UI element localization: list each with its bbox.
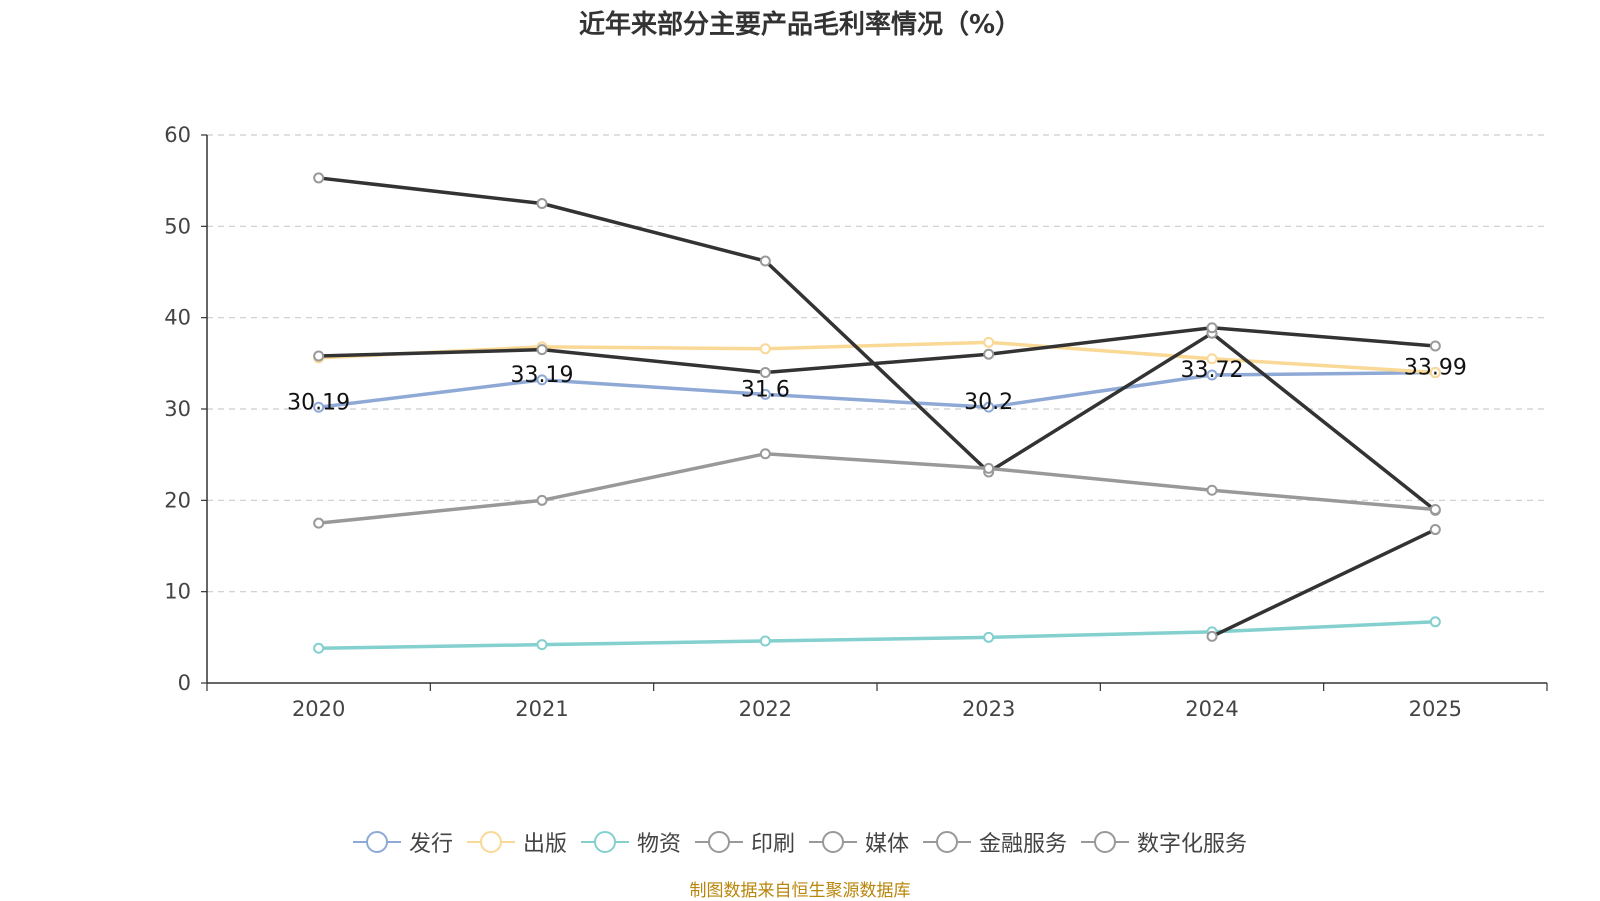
- data-point: [313, 401, 325, 413]
- series-4: [313, 448, 1441, 529]
- data-label: 33.72: [1181, 358, 1244, 383]
- data-point: [1206, 484, 1218, 496]
- x-tick-label: 2020: [292, 697, 345, 721]
- data-label: 31.6: [741, 377, 790, 402]
- data-point: [759, 448, 771, 460]
- series-line-2: [318, 620, 1436, 651]
- data-point: [983, 631, 995, 643]
- data-labels: 30.19 33.19 31.6 30.2 33.72 33.99: [287, 356, 1467, 416]
- series-line-3: [318, 176, 1437, 512]
- data-point: [1429, 366, 1441, 378]
- data-label: 33.19: [511, 363, 574, 388]
- series-6: [1206, 524, 1441, 642]
- axes: 0 10 20 30 40 50 60 2020 2021 2022 2023 2024 2025: [164, 123, 1548, 721]
- series-line-4: [318, 452, 1436, 525]
- data-point: [536, 494, 548, 506]
- data-point: [983, 348, 995, 360]
- x-tick-label: 2024: [1185, 697, 1238, 721]
- legend-marker-icon: [923, 831, 972, 853]
- data-point: [1429, 616, 1441, 628]
- legend-label: 发行: [408, 832, 453, 857]
- data-point: [1206, 322, 1218, 334]
- series-2: [313, 616, 1441, 654]
- data-point: [983, 336, 995, 348]
- series-line-5: [318, 325, 1436, 375]
- legend-label: 数字化服务: [1137, 832, 1248, 857]
- data-point: [983, 462, 995, 474]
- legend-item[interactable]: 物资: [580, 826, 681, 858]
- data-point: [1206, 630, 1218, 642]
- legend-item[interactable]: 出版: [466, 826, 567, 858]
- legend-marker-icon: [466, 831, 515, 853]
- legend-marker-icon: [1081, 831, 1130, 853]
- legend-marker-icon: [352, 831, 401, 853]
- data-point: [313, 517, 325, 529]
- y-tick-label: 0: [178, 671, 191, 695]
- data-label: 33.99: [1404, 356, 1467, 381]
- legend-label: 出版: [522, 832, 567, 857]
- data-point: [313, 350, 325, 362]
- data-point: [759, 255, 771, 267]
- legend-item[interactable]: 数字化服务: [1081, 826, 1247, 858]
- data-point: [1206, 369, 1218, 381]
- legend-item[interactable]: 金融服务: [923, 826, 1067, 858]
- data-point: [759, 366, 771, 378]
- x-tick-label: 2023: [962, 697, 1015, 721]
- data-point: [536, 198, 548, 209]
- data-point: [1429, 503, 1441, 515]
- data-point: [983, 401, 995, 413]
- x-tick-label: 2022: [739, 697, 792, 721]
- legend-label: 印刷: [750, 832, 795, 857]
- series-lines: [313, 172, 1441, 654]
- legend-marker-icon: [694, 831, 743, 853]
- source-note: 制图数据来自恒生聚源数据库: [689, 881, 911, 901]
- y-tick-label: 60: [164, 123, 191, 147]
- legend-label: 媒体: [865, 832, 910, 857]
- data-point: [759, 343, 771, 355]
- chart-title: 近年来部分主要产品毛利率情况（%）: [578, 10, 1022, 40]
- data-point: [1429, 340, 1441, 352]
- data-label: 30.19: [287, 390, 350, 415]
- data-point: [759, 388, 771, 400]
- data-point: [1206, 353, 1218, 365]
- legend-label: 金融服务: [979, 832, 1068, 857]
- data-point: [536, 639, 548, 651]
- x-tick-label: 2025: [1409, 697, 1462, 721]
- series-5: [313, 322, 1441, 378]
- series-line-0: [318, 370, 1436, 410]
- series-line-6: [1211, 527, 1437, 638]
- y-tick-label: 10: [164, 580, 191, 604]
- data-point: [536, 374, 548, 386]
- legend: 发行 出版 物资 印刷 媒体 金融服务 数字化服务: [0, 826, 1600, 858]
- y-tick-label: 50: [164, 214, 191, 238]
- data-point: [313, 172, 325, 184]
- data-point: [759, 635, 771, 647]
- legend-item[interactable]: 发行: [352, 826, 453, 858]
- data-point: [536, 344, 548, 356]
- legend-marker-icon: [809, 831, 857, 853]
- y-tick-label: 30: [164, 397, 191, 421]
- legend-marker-icon: [580, 831, 629, 853]
- legend-label: 物资: [636, 832, 681, 857]
- y-tick-label: 40: [164, 306, 191, 330]
- data-point: [313, 642, 325, 654]
- y-tick-label: 20: [164, 488, 191, 512]
- data-point: [1429, 524, 1441, 536]
- legend-item[interactable]: 媒体: [809, 826, 909, 858]
- series-1: [313, 336, 1441, 378]
- series-0: [313, 367, 1441, 413]
- legend-item[interactable]: 印刷: [694, 826, 795, 858]
- x-tick-label: 2021: [515, 697, 568, 721]
- data-label: 30.2: [964, 390, 1013, 415]
